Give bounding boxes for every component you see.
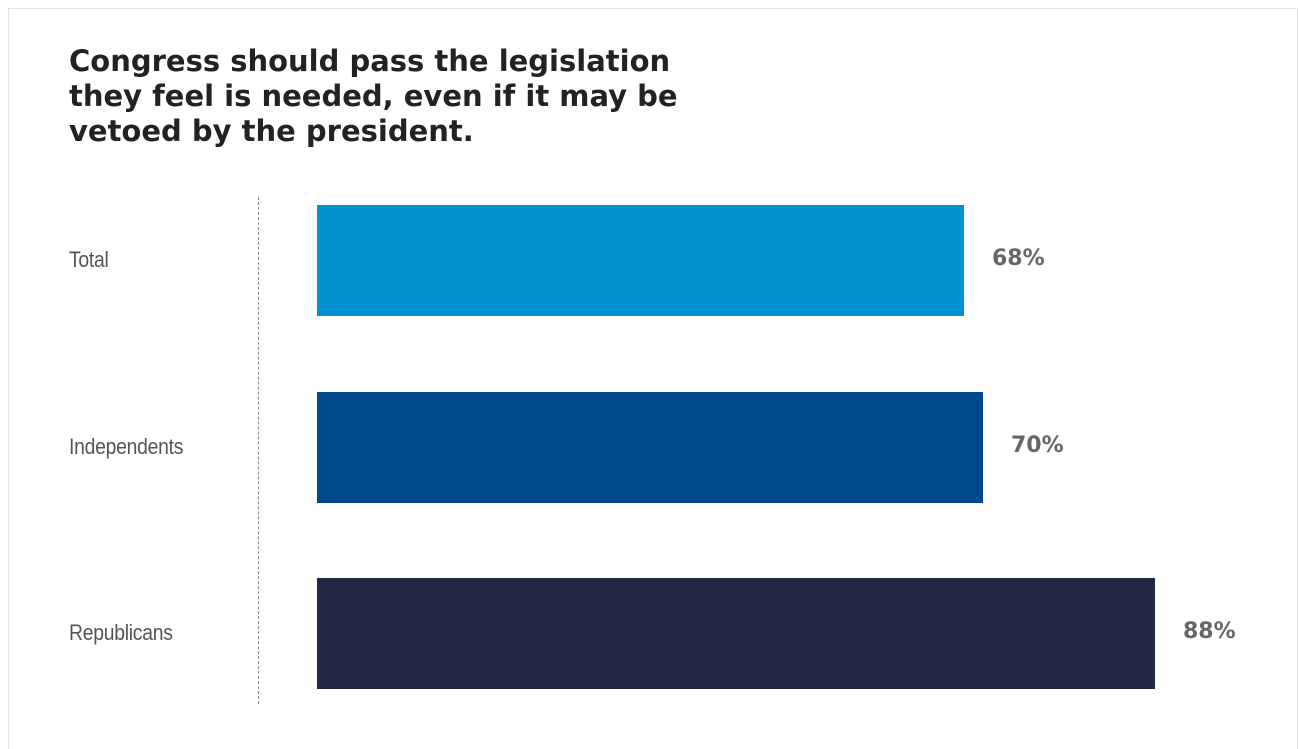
bar-total <box>317 205 964 316</box>
category-label-independents: Independents <box>69 433 184 459</box>
value-label-total: 68% <box>992 245 1045 271</box>
value-label-independents: 70% <box>1011 432 1064 458</box>
chart-frame <box>8 8 1298 749</box>
category-axis-divider <box>258 197 259 704</box>
chart-title: Congress should pass the legislation the… <box>69 44 678 148</box>
value-label-republicans: 88% <box>1183 618 1236 644</box>
category-label-total: Total <box>69 246 109 272</box>
bar-independents <box>317 392 983 503</box>
category-label-republicans: Republicans <box>69 619 173 645</box>
bar-republicans <box>317 578 1155 689</box>
